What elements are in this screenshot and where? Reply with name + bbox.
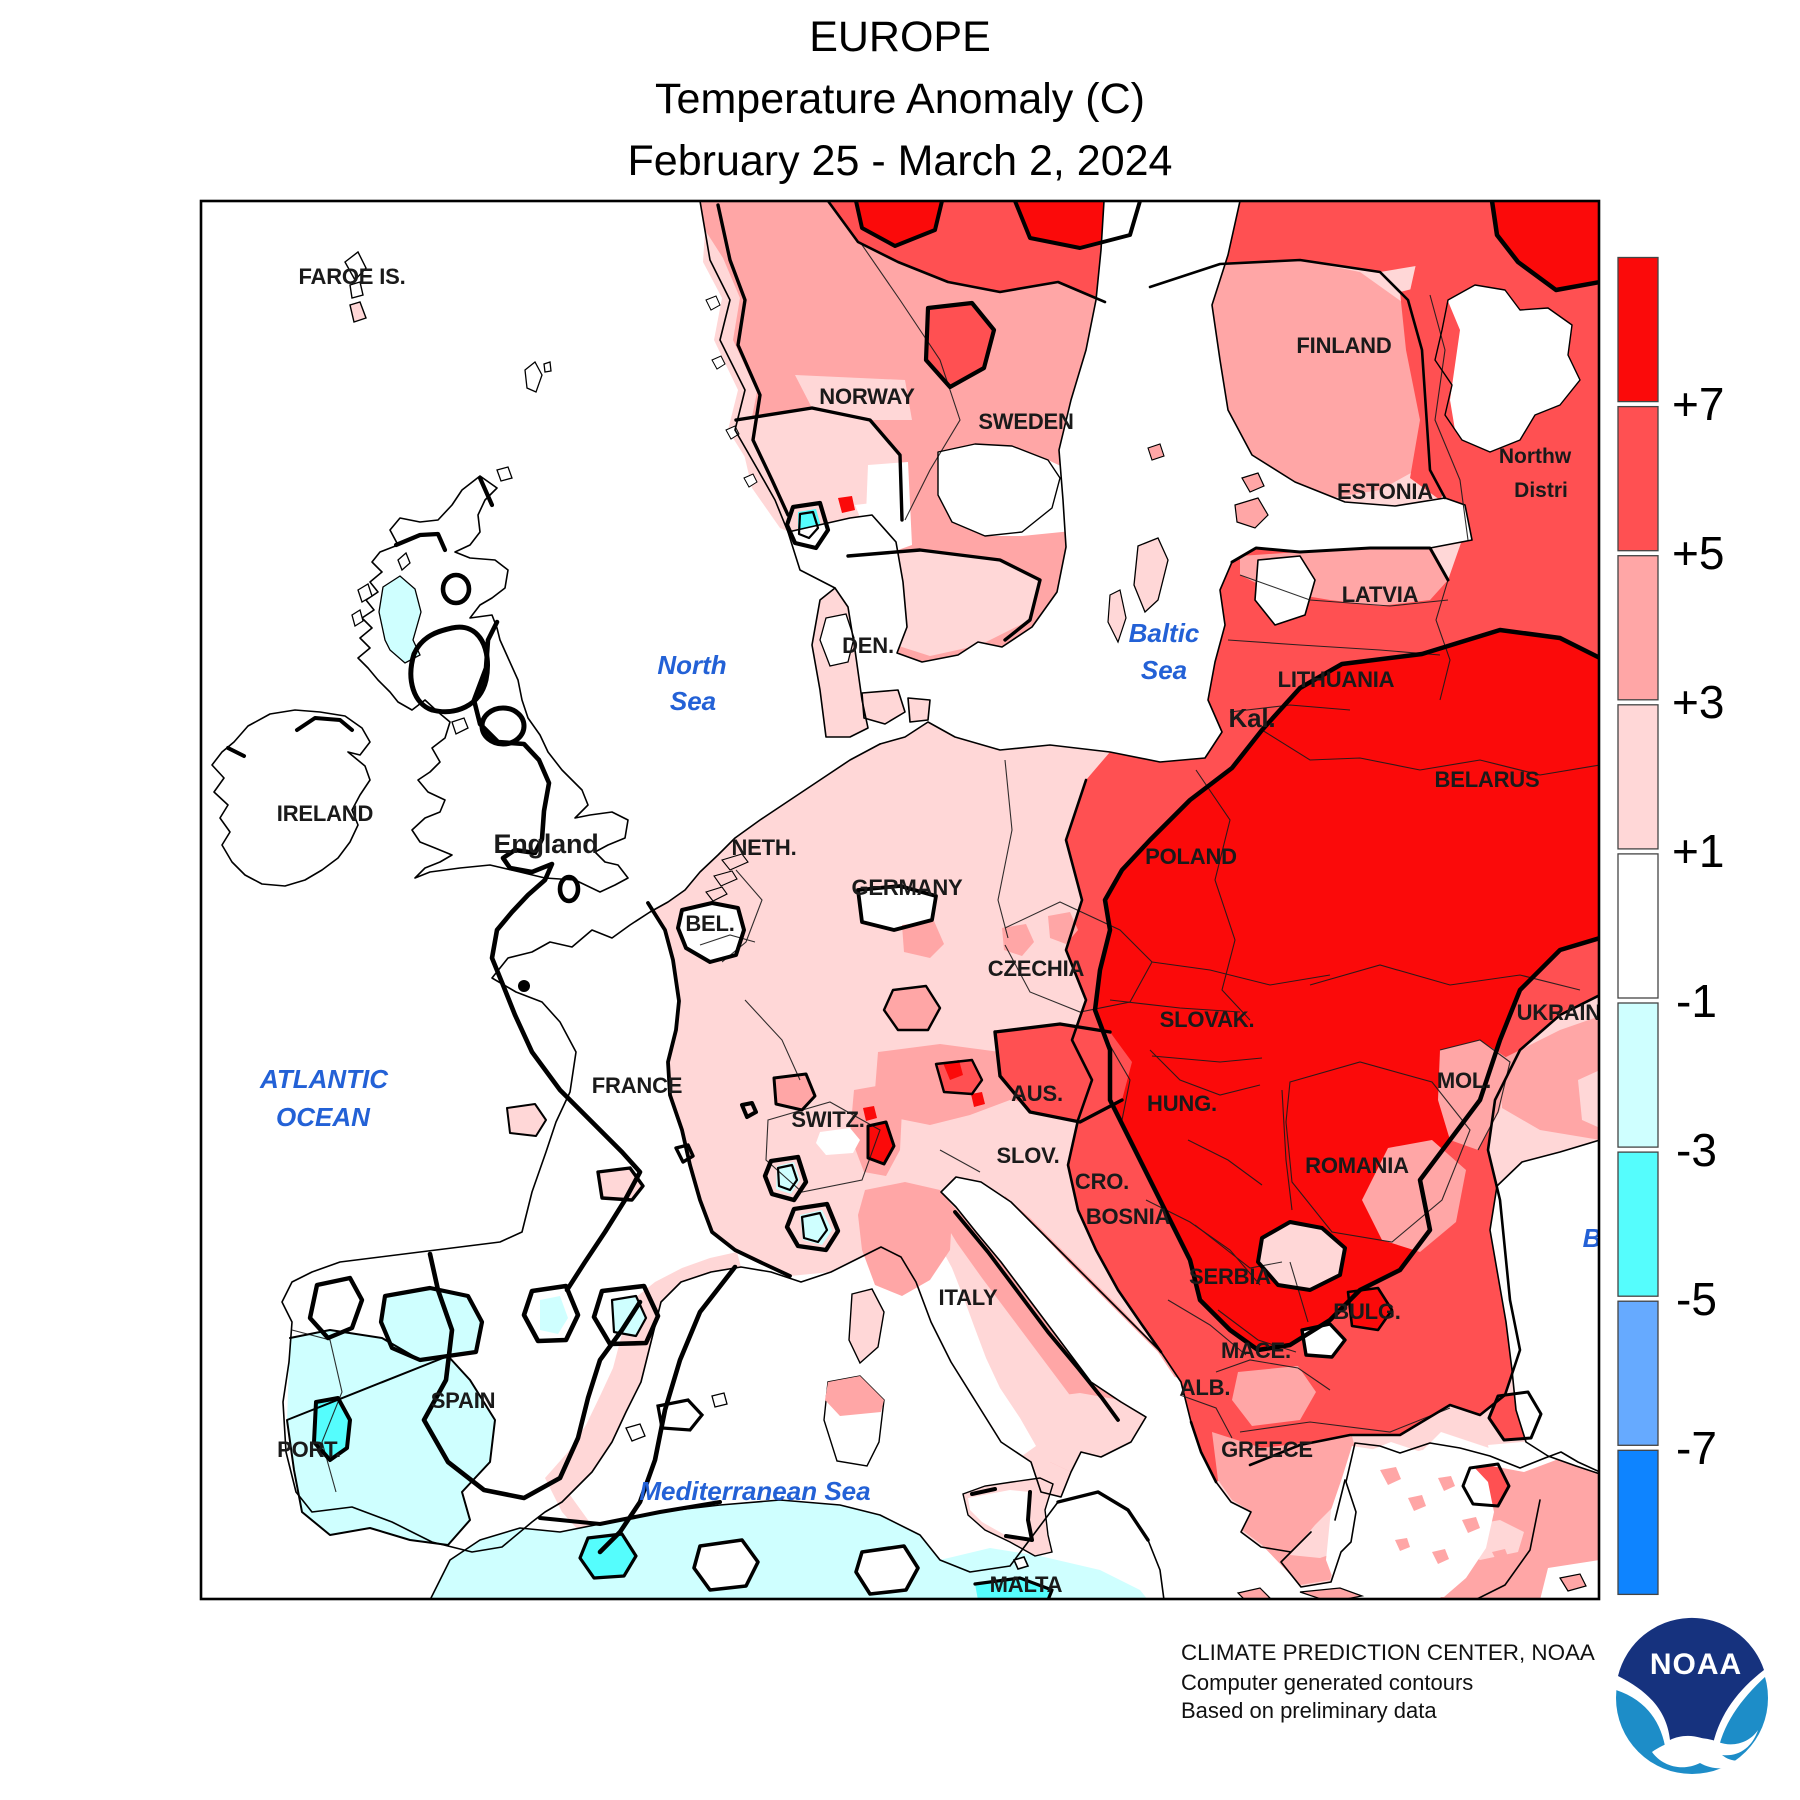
svg-text:UKRAINE: UKRAINE (1517, 1000, 1616, 1025)
svg-text:SWITZ.: SWITZ. (791, 1107, 864, 1132)
svg-text:ITALY: ITALY (939, 1285, 998, 1310)
svg-text:February 25 - March 2, 2024: February 25 - March 2, 2024 (628, 137, 1173, 185)
svg-text:FRANCE: FRANCE (592, 1073, 682, 1098)
svg-text:MOL.: MOL. (1437, 1068, 1491, 1093)
svg-text:Computer generated contours: Computer generated contours (1181, 1670, 1473, 1695)
svg-text:PORT.: PORT. (277, 1437, 341, 1462)
svg-text:+3: +3 (1672, 676, 1724, 728)
svg-text:-1: -1 (1676, 975, 1717, 1027)
svg-text:OCEAN: OCEAN (276, 1102, 371, 1132)
svg-text:Northw: Northw (1499, 445, 1572, 468)
svg-text:NETH.: NETH. (731, 835, 796, 860)
svg-text:CRO.: CRO. (1075, 1169, 1129, 1194)
svg-text:SLOV.: SLOV. (997, 1143, 1060, 1168)
svg-text:IRELAND: IRELAND (277, 801, 373, 826)
svg-text:North: North (657, 650, 726, 680)
svg-text:-5: -5 (1676, 1273, 1717, 1325)
svg-text:LATVIA: LATVIA (1342, 582, 1419, 607)
svg-text:Kal.: Kal. (1229, 703, 1276, 733)
svg-text:EUROPE: EUROPE (809, 13, 991, 61)
svg-text:DEN.: DEN. (842, 633, 894, 658)
svg-text:ATLANTIC: ATLANTIC (259, 1064, 389, 1094)
svg-text:FAROE IS.: FAROE IS. (299, 264, 406, 289)
svg-text:England: England (493, 829, 598, 859)
svg-text:LITHUANIA: LITHUANIA (1278, 667, 1395, 692)
svg-text:GERMANY: GERMANY (851, 875, 963, 900)
svg-text:POLAND: POLAND (1145, 844, 1237, 869)
svg-text:Temperature Anomaly (C): Temperature Anomaly (C) (655, 75, 1145, 123)
svg-text:SLOVAK.: SLOVAK. (1160, 1007, 1255, 1032)
svg-text:AUS.: AUS. (1011, 1081, 1063, 1106)
svg-text:CLIMATE PREDICTION CENTER, NOA: CLIMATE PREDICTION CENTER, NOAA (1181, 1640, 1595, 1665)
svg-text:+7: +7 (1672, 378, 1724, 430)
svg-text:ALB.: ALB. (1180, 1375, 1231, 1400)
svg-text:NORWAY: NORWAY (819, 384, 915, 409)
svg-text:-7: -7 (1676, 1422, 1717, 1474)
svg-text:ESTONIA: ESTONIA (1337, 479, 1433, 504)
svg-text:BULG.: BULG. (1333, 1299, 1400, 1324)
svg-text:HUNG.: HUNG. (1147, 1091, 1217, 1116)
svg-text:Sea: Sea (1141, 655, 1187, 685)
svg-text:BOSNIA: BOSNIA (1086, 1204, 1171, 1229)
svg-text:ROMANIA: ROMANIA (1305, 1153, 1409, 1178)
svg-text:NOAA: NOAA (1650, 1648, 1742, 1681)
svg-text:+1: +1 (1672, 825, 1724, 877)
svg-text:GREECE: GREECE (1221, 1437, 1313, 1462)
svg-text:CZECHIA: CZECHIA (988, 956, 1085, 981)
svg-text:SERBIA: SERBIA (1189, 1264, 1271, 1289)
svg-text:Mediterranean Sea: Mediterranean Sea (639, 1476, 870, 1506)
svg-text:Sea: Sea (670, 686, 716, 716)
svg-text:B: B (1583, 1223, 1602, 1253)
svg-text:SWEDEN: SWEDEN (978, 409, 1073, 434)
svg-text:FINLAND: FINLAND (1296, 333, 1391, 358)
svg-text:Distri: Distri (1514, 479, 1568, 502)
svg-text:Baltic: Baltic (1129, 618, 1200, 648)
svg-text:Based on preliminary data: Based on preliminary data (1181, 1698, 1437, 1723)
svg-text:SPAIN: SPAIN (431, 1388, 496, 1413)
svg-text:BELARUS: BELARUS (1435, 767, 1540, 792)
svg-text:BEL.: BEL. (685, 911, 734, 936)
svg-text:+5: +5 (1672, 527, 1724, 579)
svg-text:MACE.: MACE. (1221, 1338, 1291, 1363)
svg-text:-3: -3 (1676, 1124, 1717, 1176)
svg-text:MALTA: MALTA (990, 1572, 1063, 1597)
